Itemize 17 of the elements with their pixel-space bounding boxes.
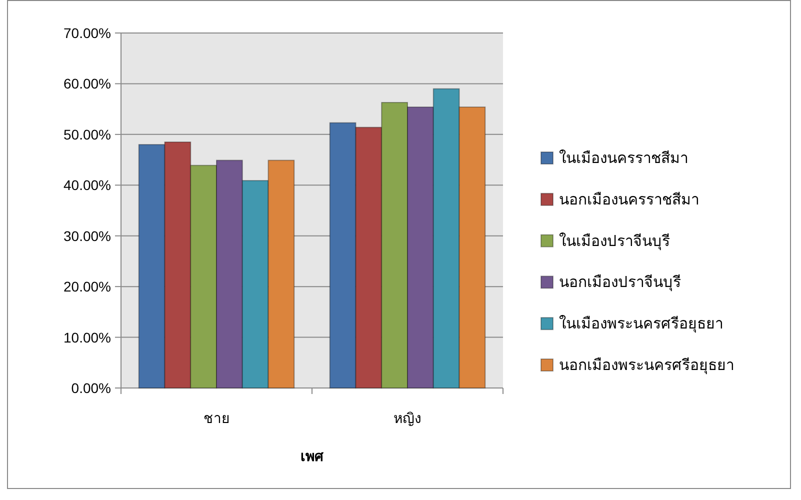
y-tick-label: 40.00% xyxy=(64,177,111,194)
legend-label: ในเมืองปราจีนบุรี xyxy=(559,232,670,251)
y-tick-label: 70.00% xyxy=(64,25,111,41)
y-tick-label: 50.00% xyxy=(64,126,111,142)
x-tick-label: ชาย xyxy=(204,410,230,426)
legend-label: ในเมืองนครราชสีมา xyxy=(559,149,688,167)
legend-label: นอกเมืองปราจีนบุรี xyxy=(559,274,681,292)
y-tick-label: 0.00% xyxy=(71,380,111,396)
legend-label: นอกเมืองนครราชสีมา xyxy=(559,191,699,208)
x-tick-label: หญิง xyxy=(394,410,422,426)
legend-label: ในเมืองพระนครศรีอยุธยา xyxy=(559,314,723,334)
y-tick-label: 10.00% xyxy=(64,329,111,346)
y-tick-label: 30.00% xyxy=(64,228,111,244)
y-tick-label: 20.00% xyxy=(64,278,111,295)
legend-label: นอกเมืองพระนครศรีอยุธยา xyxy=(559,357,734,375)
y-tick-label: 60.00% xyxy=(64,76,111,92)
x-axis-title: เพศ xyxy=(300,448,324,464)
